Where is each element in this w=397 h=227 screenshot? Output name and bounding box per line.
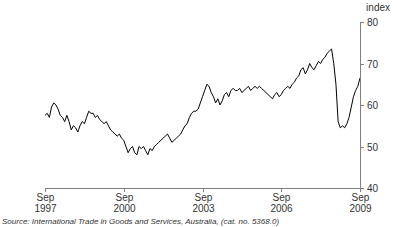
source-note: Source: International Trade in Goods and… [2,217,279,226]
x-tick-label-line: 1997 [34,203,57,214]
x-tick-label-line: Sep [273,192,291,203]
line [45,49,360,155]
y-tick-label: 60 [367,100,379,111]
x-tick-label-line: 2000 [113,203,136,214]
x-tick-label-line: 2009 [349,203,372,214]
y-tick [360,22,364,23]
y-tick-label: 70 [367,59,379,70]
x-axis [45,188,360,189]
y-tick [360,64,364,65]
plot-area [45,49,360,155]
y-tick-label: 80 [367,17,379,28]
x-tick-label-line: 2003 [192,203,215,214]
x-tick-label-line: Sep [352,192,370,203]
x-tick-label: Sep2009 [349,192,372,214]
x-tick-label-line: Sep [37,192,55,203]
x-tick-label: Sep1997 [34,192,57,214]
y-tick [360,147,364,148]
x-tick-label-line: Sep [116,192,134,203]
x-tick-label: Sep2003 [192,192,215,214]
y-tick-label: 50 [367,142,379,153]
x-tick-label-line: Sep [195,192,213,203]
x-tick-label: Sep2000 [113,192,136,214]
x-tick-label: Sep2006 [270,192,293,214]
chart: 4050607080indexSep1997Sep2000Sep2003Sep2… [0,0,397,227]
y-tick [360,105,364,106]
x-tick-label-line: 2006 [270,203,293,214]
y-axis-label: index [366,2,390,13]
